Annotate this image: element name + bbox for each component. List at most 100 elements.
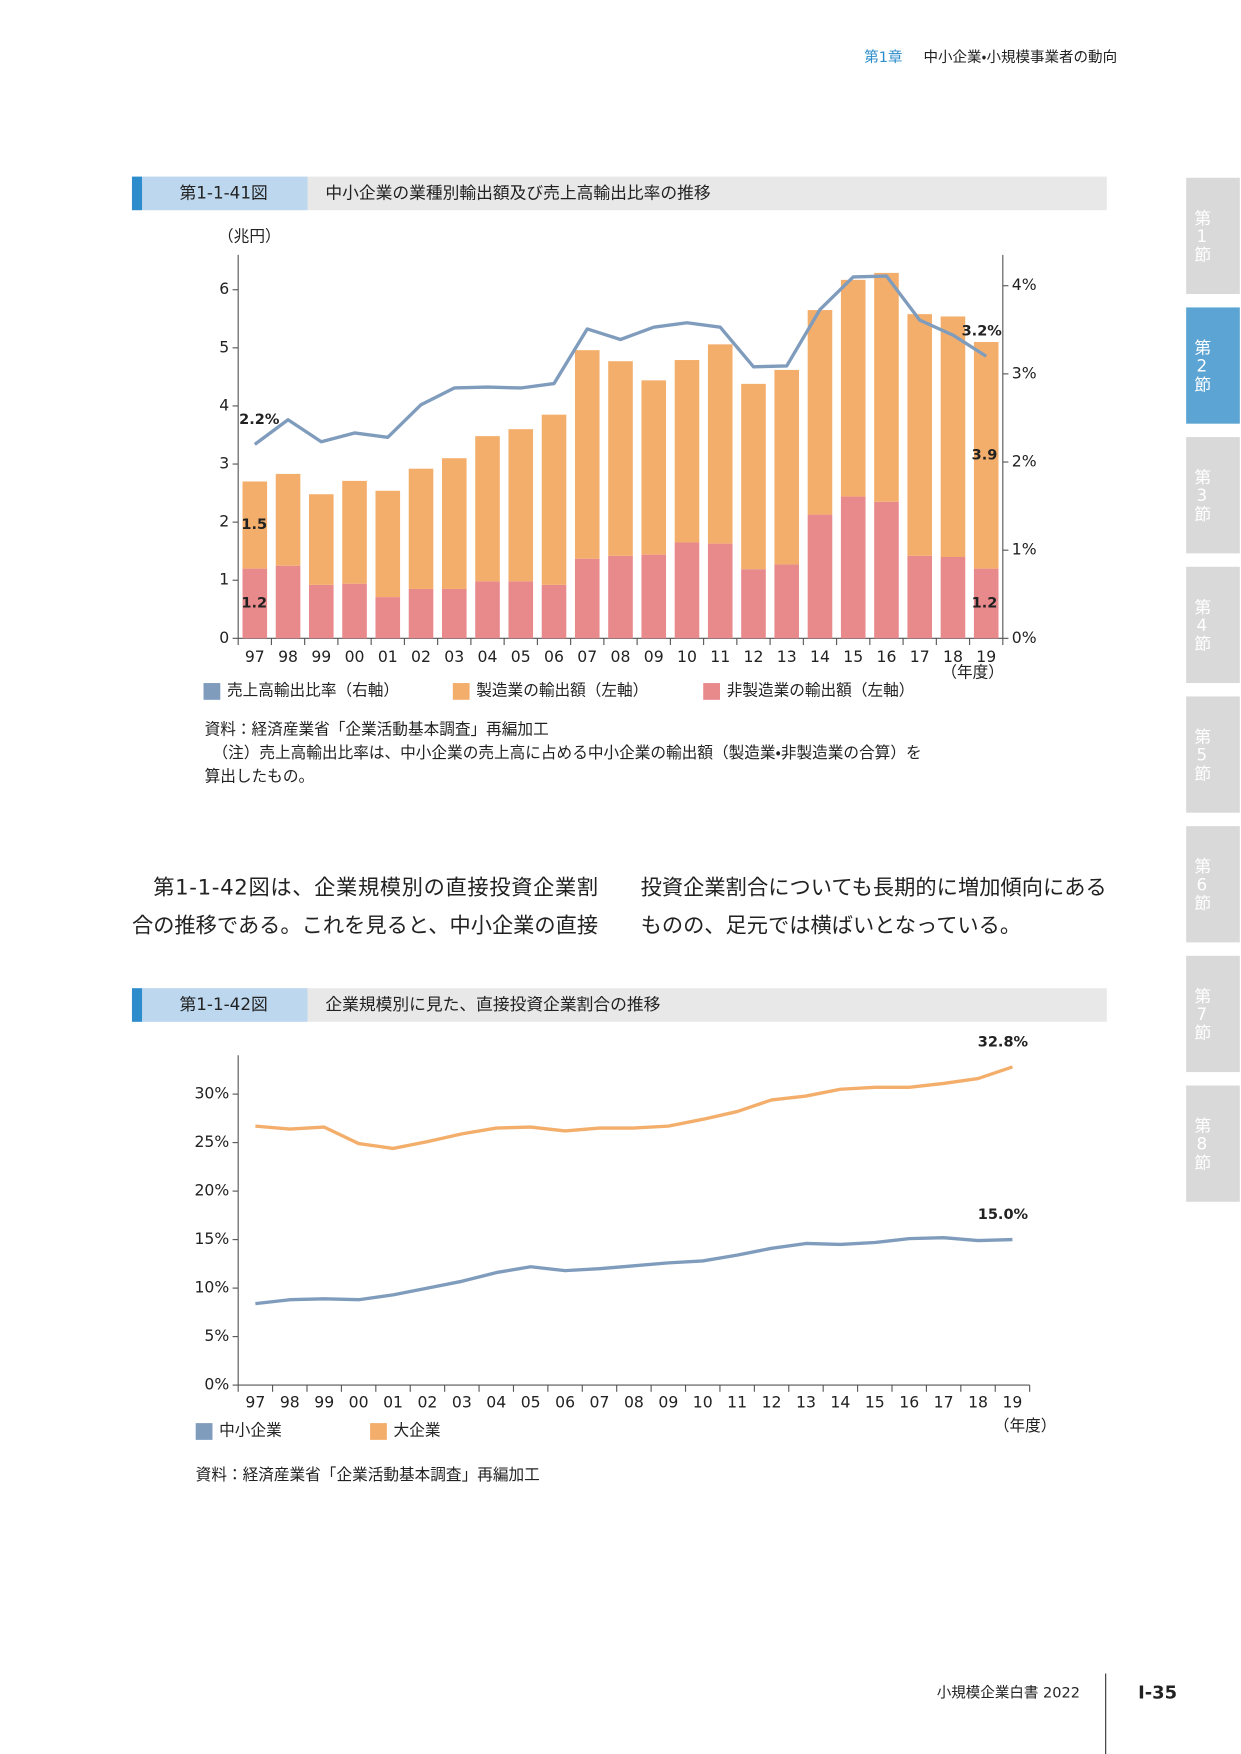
x-tick-label: 12 <box>762 1392 782 1411</box>
bar-segment <box>641 554 667 639</box>
legend-swatch <box>452 683 470 700</box>
bar-segment <box>408 588 434 639</box>
data-label: 15.0% <box>978 1207 1029 1223</box>
note: （注）売上高輸出比率は、中小企業の売上高に占める中小企業の輸出額（製造業・非製造… <box>212 743 921 762</box>
bar-segment <box>973 568 999 639</box>
x-tick-label: 08 <box>611 647 631 666</box>
figure-number: 第1-1-42図 <box>180 994 268 1014</box>
side-tab-label: 第6節 <box>1192 857 1212 911</box>
bar-segment <box>741 569 766 639</box>
x-tick-label: 18 <box>968 1392 988 1411</box>
y2-tick-label: 2% <box>1012 452 1037 471</box>
x-tick-label: 04 <box>486 1392 506 1411</box>
bar-segment <box>242 481 268 569</box>
y-tick-label: 2 <box>219 512 229 531</box>
chapter-title: 中小企業・小規模事業者の動向 <box>923 49 1117 66</box>
x-axis-label: （年度） <box>994 1416 1057 1435</box>
y-tick-label: 20% <box>194 1181 229 1200</box>
page-number: Ⅰ-35 <box>1138 1683 1177 1704</box>
line-series <box>255 1065 1013 1151</box>
legend-swatch <box>703 683 720 700</box>
y-tick-label: 5 <box>219 337 229 356</box>
data-label: 32.8% <box>978 1034 1029 1050</box>
bar-segment <box>807 310 833 515</box>
x-tick-label: 02 <box>417 1392 437 1411</box>
side-tab-label: 第3節 <box>1192 468 1212 522</box>
side-tab <box>1186 955 1240 1073</box>
legend-label: 大企業 <box>394 1420 441 1439</box>
bar-segment <box>441 588 467 639</box>
bar-segment <box>508 429 534 582</box>
bar-segment <box>741 383 766 570</box>
data-label: 1.2 <box>972 595 998 611</box>
figure-accent <box>131 988 143 1022</box>
side-tab-label: 第5節 <box>1192 728 1212 782</box>
x-tick-label: 15 <box>843 647 863 666</box>
x-tick-label: 98 <box>280 1392 300 1411</box>
bar-segment <box>574 350 600 559</box>
x-tick-label: 06 <box>555 1392 575 1411</box>
side-tab-label: 第2節 <box>1192 339 1212 393</box>
x-tick-label: 09 <box>644 647 664 666</box>
data-label: 3.9 <box>972 447 998 463</box>
bar-segment <box>707 543 733 639</box>
line-series <box>253 274 988 446</box>
bar-segment <box>541 414 567 585</box>
y-tick-label: 3 <box>219 454 229 473</box>
x-tick-label: 16 <box>877 647 897 666</box>
bar-segment <box>608 555 633 639</box>
figure-title: 中小企業の業種別輸出額及び売上高輸出比率の推移 <box>325 182 711 202</box>
bar-segment <box>242 568 268 639</box>
legend-swatch <box>203 683 221 700</box>
side-tab <box>1186 307 1240 424</box>
x-tick-label: 02 <box>411 647 431 666</box>
figure-number: 第1-1-41図 <box>180 182 268 202</box>
bar-segment <box>275 473 301 566</box>
bar-segment <box>342 583 367 639</box>
x-tick-label: 08 <box>624 1392 644 1411</box>
data-label: 3.2% <box>962 324 1003 340</box>
x-axis-label: （年度） <box>941 662 1004 681</box>
y-axis-label: （兆円） <box>218 226 281 245</box>
bar-segment <box>574 558 600 639</box>
bar-segment <box>475 581 500 639</box>
figure-title: 企業規模別に見た、直接投資企業割合の推移 <box>325 994 660 1014</box>
y-tick-label: 10% <box>194 1278 229 1297</box>
footer-title: 小規模企業白書 2022 <box>937 1685 1080 1702</box>
y-tick-label: 25% <box>194 1132 229 1151</box>
bar-segment <box>674 360 700 543</box>
chapter-label: 第1章 <box>864 49 902 66</box>
y2-tick-label: 0% <box>1012 628 1037 647</box>
bar-segment <box>973 342 999 569</box>
side-tab-label: 第1節 <box>1192 209 1212 263</box>
side-tab <box>1186 437 1240 554</box>
x-tick-label: 11 <box>727 1392 747 1411</box>
x-tick-label: 97 <box>245 1392 265 1411</box>
body-line: 合の推移である。これを見ると、中小企業の直接 <box>132 914 598 939</box>
bar-segment <box>308 494 334 585</box>
figure-accent <box>131 176 143 211</box>
data-label: 1.5 <box>241 517 267 533</box>
legend-label: 製造業の輸出額（左軸） <box>476 680 648 699</box>
bar-segment <box>475 436 500 582</box>
x-tick-label: 10 <box>693 1392 713 1411</box>
bar-segment <box>940 316 966 557</box>
x-tick-label: 04 <box>478 647 498 666</box>
x-tick-label: 98 <box>278 647 298 666</box>
x-tick-label: 01 <box>378 647 398 666</box>
y-tick-label: 0 <box>219 628 229 647</box>
side-tab <box>1186 177 1240 295</box>
body-line: 投資企業割合についても長期的に増加傾向にある <box>641 876 1107 901</box>
bar-segment <box>608 361 633 556</box>
bar-segment <box>874 501 899 639</box>
x-tick-label: 06 <box>544 647 564 666</box>
bar-segment <box>541 584 567 639</box>
bar-segment <box>874 272 899 502</box>
x-tick-label: 17 <box>934 1392 954 1411</box>
side-tab <box>1186 826 1240 943</box>
y-tick-label: 6 <box>219 279 229 298</box>
bar-segment <box>807 514 833 639</box>
